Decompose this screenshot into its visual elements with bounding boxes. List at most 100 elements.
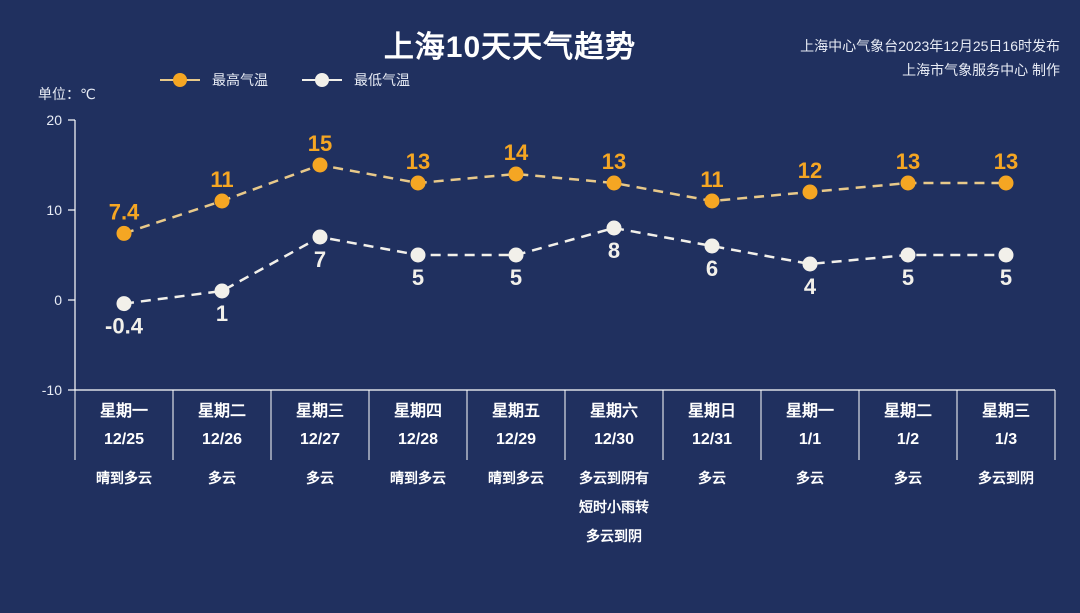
weather-description: 晴到多云 [75, 464, 173, 493]
high-temp-point [802, 184, 818, 200]
x-axis-category: 星期日 12/31 [663, 398, 761, 454]
weather-line: 多云到阴 [586, 528, 642, 544]
chart-title: 上海10天天气趋势 [383, 31, 637, 64]
low-temp-point [508, 247, 524, 263]
weather-line: 多云 [698, 470, 726, 486]
high-temp-label: 15 [308, 131, 332, 156]
high-temp-label: 7.4 [109, 199, 140, 224]
low-temp-line [123, 226, 1006, 305]
low-temp-label: 8 [608, 238, 620, 263]
weekday-label: 星期一 [785, 403, 834, 420]
weather-line: 多云到阴有 [579, 470, 649, 486]
axes: -10 0 10 20 [42, 112, 1056, 460]
y-tick-label: 20 [46, 112, 62, 128]
high-temp-marker-icon [160, 72, 200, 88]
weather-description: 多云 [761, 464, 859, 493]
weather-description: 多云 [859, 464, 957, 493]
legend-label-low: 最低气温 [354, 72, 410, 88]
legend-item-high[interactable]: 最高气温 [160, 70, 268, 90]
legend: 最高气温 最低气温 [160, 70, 410, 90]
legend-item-low[interactable]: 最低气温 [302, 70, 410, 90]
weather-line: 多云 [306, 470, 334, 486]
low-temp-point [802, 256, 818, 272]
low-temp-point [312, 229, 328, 245]
weekday-label: 星期五 [491, 403, 540, 420]
low-temp-point [998, 247, 1014, 263]
weather-line: 多云 [894, 470, 922, 486]
date-label: 12/28 [397, 431, 439, 448]
weather-line: 晴到多云 [390, 470, 446, 486]
y-tick-label: 10 [46, 202, 62, 218]
high-temp-label: 13 [406, 149, 430, 174]
x-axis-category: 星期三 12/27 [271, 398, 369, 454]
weather-line: 晴到多云 [488, 470, 544, 486]
series-lines: 7.4 11 15 13 14 13 11 12 13 13 -0.4 1 7 5 5 8 6 4 5 5 [105, 131, 1018, 339]
x-axis-category: 星期四 12/28 [369, 398, 467, 454]
weekday-label: 星期二 [197, 403, 246, 420]
x-axis-category: 星期三 1/3 [957, 398, 1055, 454]
weather-line: 多云 [796, 470, 824, 486]
high-temp-point [312, 157, 328, 173]
low-temp-label: 5 [412, 265, 424, 290]
low-temp-label: -0.4 [105, 314, 144, 339]
weekday-label: 星期四 [393, 403, 442, 420]
high-temp-label: 11 [700, 167, 723, 192]
high-temp-label: 12 [798, 158, 822, 183]
weather-line: 多云 [208, 470, 236, 486]
x-axis-category: 星期二 12/26 [173, 398, 271, 454]
weather-description: 多云到阴有 短时小雨转 多云到阴 [565, 464, 663, 551]
weekday-label: 星期二 [883, 403, 932, 420]
date-label: 12/25 [103, 431, 145, 448]
low-temp-label: 1 [216, 301, 228, 326]
high-temp-point [214, 193, 230, 209]
low-temp-label: 5 [1000, 265, 1012, 290]
y-tick-label: -10 [42, 382, 62, 398]
low-temp-label: 7 [314, 247, 326, 272]
high-temp-label: 14 [504, 140, 529, 165]
low-temp-point [410, 247, 426, 263]
y-tick-label: 0 [54, 292, 62, 308]
high-temp-line [123, 163, 1006, 235]
date-label: 12/26 [201, 431, 243, 448]
low-temp-point [900, 247, 916, 263]
weekday-label: 星期三 [295, 403, 344, 420]
date-label: 1/3 [994, 431, 1018, 448]
low-temp-point [606, 220, 622, 236]
weather-description: 晴到多云 [467, 464, 565, 493]
date-label: 12/29 [495, 431, 537, 448]
date-label: 12/27 [299, 431, 341, 448]
weather-description: 晴到多云 [369, 464, 467, 493]
high-temp-point [998, 175, 1014, 191]
weather-description: 多云 [663, 464, 761, 493]
date-label: 12/30 [593, 431, 635, 448]
date-label: 1/1 [798, 431, 822, 448]
y-axis-unit-label: 单位：℃ [38, 86, 96, 102]
x-axis-category: 星期二 1/2 [859, 398, 957, 454]
high-temp-point [900, 175, 916, 191]
source-line-producer: 上海市气象服务中心 制作 [902, 62, 1060, 78]
date-label: 1/2 [896, 431, 920, 448]
weather-line: 晴到多云 [96, 470, 152, 486]
low-temp-point [704, 238, 720, 254]
x-axis-category: 星期一 1/1 [761, 398, 859, 454]
low-temp-marker-icon [302, 72, 342, 88]
weekday-label: 星期一 [99, 403, 148, 420]
x-axis-category: 星期六 12/30 [565, 398, 663, 454]
x-axis-category: 星期五 12/29 [467, 398, 565, 454]
legend-label-high: 最高气温 [212, 72, 268, 88]
weekday-label: 星期日 [687, 403, 736, 420]
date-label: 12/31 [691, 431, 733, 448]
high-temp-label: 13 [994, 149, 1018, 174]
high-temp-label: 13 [896, 149, 920, 174]
source-line-issued: 上海中心气象台2023年12月25日16时发布 [800, 38, 1060, 54]
high-temp-point [704, 193, 720, 209]
weather-description: 多云 [271, 464, 369, 493]
low-temp-point [116, 296, 132, 312]
high-temp-point [606, 175, 622, 191]
weather-description: 多云到阴 [957, 464, 1055, 493]
weekday-label: 星期六 [589, 403, 638, 420]
low-temp-point [214, 283, 230, 299]
low-temp-label: 5 [510, 265, 522, 290]
high-temp-point [508, 166, 524, 182]
